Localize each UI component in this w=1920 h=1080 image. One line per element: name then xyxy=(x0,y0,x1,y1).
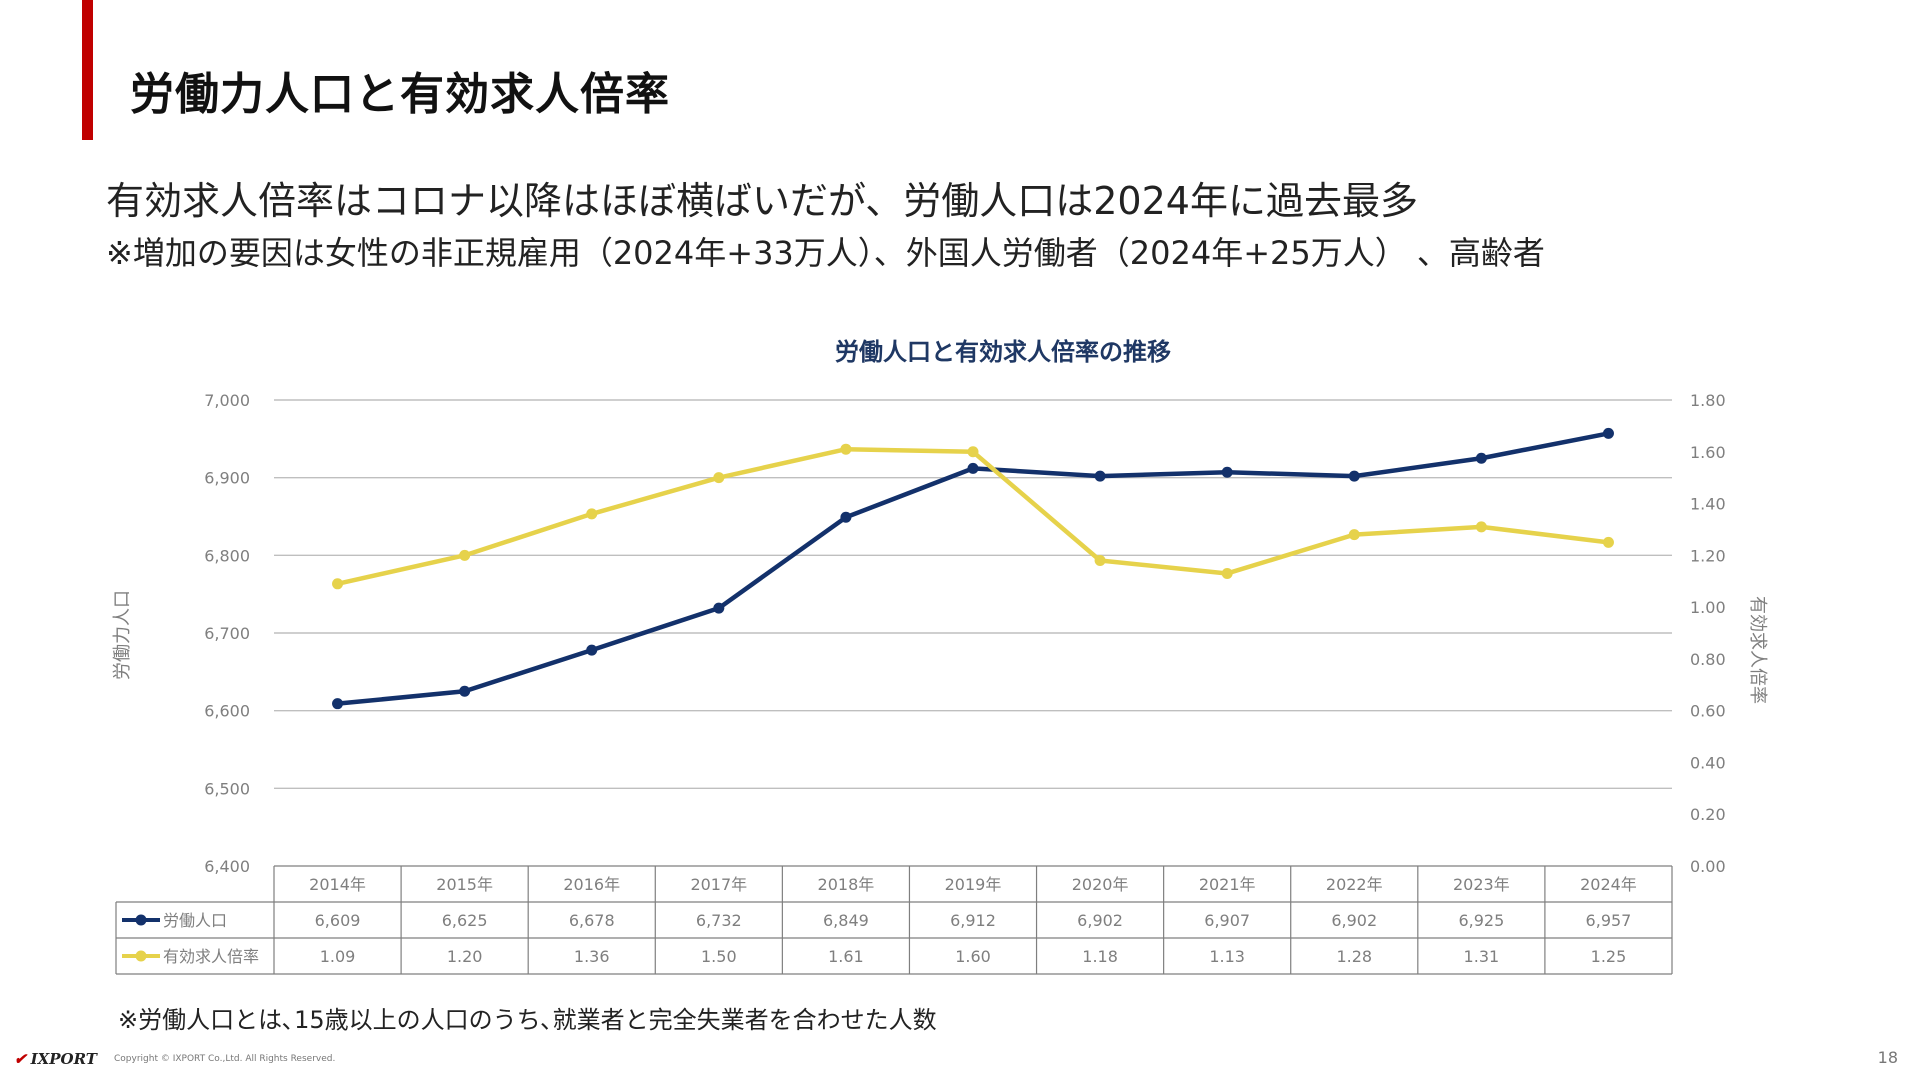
right-axis-tick: 0.40 xyxy=(1690,753,1726,772)
right-axis-tick: 0.80 xyxy=(1690,650,1726,669)
right-axis-tick: 1.40 xyxy=(1690,495,1726,514)
x-axis-tick: 2022年 xyxy=(1326,875,1383,894)
data-point xyxy=(1602,536,1614,548)
data-point xyxy=(1094,470,1106,482)
left-axis-tick: 6,600 xyxy=(204,702,250,721)
legend-label: 有効求人倍率 xyxy=(163,947,259,966)
data-point xyxy=(332,578,344,590)
left-axis-tick: 6,500 xyxy=(204,779,250,798)
legend-marker xyxy=(135,914,147,926)
data-point xyxy=(713,602,725,614)
table-value: 6,902 xyxy=(1077,911,1123,930)
right-axis-tick: 1.20 xyxy=(1690,546,1726,565)
data-point xyxy=(967,446,979,458)
data-point xyxy=(967,462,979,474)
headline: 有効求人倍率はコロナ以降はほぼ横ばいだが、労働人口は2024年に過去最多 xyxy=(106,179,1418,223)
table-value: 1.13 xyxy=(1209,947,1245,966)
left-axis-tick: 6,900 xyxy=(204,469,250,488)
table-value: 1.31 xyxy=(1464,947,1500,966)
table-value: 1.25 xyxy=(1591,947,1627,966)
series-line-labor xyxy=(337,431,1609,706)
left-axis-tick: 7,000 xyxy=(204,391,250,410)
data-point xyxy=(1221,466,1233,478)
data-point xyxy=(586,508,598,520)
data-point xyxy=(586,644,598,656)
table-value: 1.50 xyxy=(701,947,737,966)
table-value: 6,907 xyxy=(1204,911,1250,930)
data-point xyxy=(1348,470,1360,482)
table-value: 1.20 xyxy=(447,947,483,966)
x-axis-tick: 2017年 xyxy=(690,875,747,894)
table-value: 6,925 xyxy=(1458,911,1504,930)
table-value: 6,609 xyxy=(315,911,361,930)
table-value: 1.28 xyxy=(1336,947,1372,966)
right-axis-tick: 0.60 xyxy=(1690,702,1726,721)
data-point xyxy=(332,698,344,710)
footnote: ※労働人口とは､15歳以上の人口のうち､就業者と完全失業者を合わせた人数 xyxy=(118,1006,937,1034)
data-point xyxy=(1475,521,1487,533)
x-axis-tick: 2015年 xyxy=(436,875,493,894)
table-value: 6,902 xyxy=(1331,911,1377,930)
chart-title: 労働人口と有効求人倍率の推移 xyxy=(835,338,1171,366)
slide-title: 労働力人口と有効求人倍率 xyxy=(130,69,670,120)
data-point xyxy=(1094,555,1106,567)
copyright-text: Copyright © IXPORT Co.,Ltd. All Rights R… xyxy=(114,1054,336,1064)
table-value: 1.36 xyxy=(574,947,610,966)
x-axis-tick: 2014年 xyxy=(309,875,366,894)
data-point xyxy=(713,472,725,484)
right-axis-tick: 0.20 xyxy=(1690,805,1726,824)
page-number: 18 xyxy=(1877,1048,1898,1067)
x-axis-tick: 2016年 xyxy=(563,875,620,894)
table-value: 6,732 xyxy=(696,911,742,930)
legend-marker xyxy=(135,950,147,962)
table-value: 1.18 xyxy=(1082,947,1118,966)
data-point xyxy=(1602,427,1614,439)
x-axis-tick: 2019年 xyxy=(945,875,1002,894)
logo-mark-icon: ✔ xyxy=(14,1050,27,1068)
table-value: 6,912 xyxy=(950,911,996,930)
x-axis-tick: 2018年 xyxy=(818,875,875,894)
table-value: 6,678 xyxy=(569,911,615,930)
logo-text: IXPORT xyxy=(30,1050,97,1068)
x-axis-tick: 2021年 xyxy=(1199,875,1256,894)
right-axis-title: 有効求人倍率 xyxy=(1747,596,1768,704)
data-point xyxy=(1348,529,1360,541)
table-value: 1.09 xyxy=(320,947,356,966)
data-point xyxy=(840,511,852,523)
left-axis-title: 労働力人口 xyxy=(112,590,133,680)
right-axis-tick: 0.00 xyxy=(1690,857,1726,876)
table-value: 6,849 xyxy=(823,911,869,930)
left-axis-tick: 6,700 xyxy=(204,624,250,643)
data-point xyxy=(459,685,471,697)
title-accent-bar xyxy=(82,0,93,140)
table-value: 6,957 xyxy=(1586,911,1632,930)
data-point xyxy=(840,443,852,455)
right-axis-tick: 1.60 xyxy=(1690,443,1726,462)
table-value: 1.61 xyxy=(828,947,864,966)
x-axis-tick: 2024年 xyxy=(1580,875,1637,894)
table-value: 1.60 xyxy=(955,947,991,966)
x-axis-tick: 2020年 xyxy=(1072,875,1129,894)
data-point xyxy=(459,549,471,561)
left-axis-tick: 6,400 xyxy=(204,857,250,876)
subheadline: ※増加の要因は女性の非正規雇用（2024年+33万人）、外国人労働者（2024年… xyxy=(106,234,1545,272)
labor-force-chart: 労働人口と有効求人倍率の推移 7,000 6,900 6,800 6,700 6,600 6… xyxy=(112,338,1768,975)
data-point xyxy=(1475,452,1487,464)
right-axis-tick: 1.80 xyxy=(1690,391,1726,410)
right-axis-tick: 1.00 xyxy=(1690,598,1726,617)
left-axis-tick: 6,800 xyxy=(204,546,250,565)
legend-label: 労働人口 xyxy=(163,911,227,930)
company-logo: ✔ IXPORT xyxy=(14,1050,97,1068)
table-value: 6,625 xyxy=(442,911,488,930)
data-point xyxy=(1221,567,1233,579)
x-axis-tick: 2023年 xyxy=(1453,875,1510,894)
